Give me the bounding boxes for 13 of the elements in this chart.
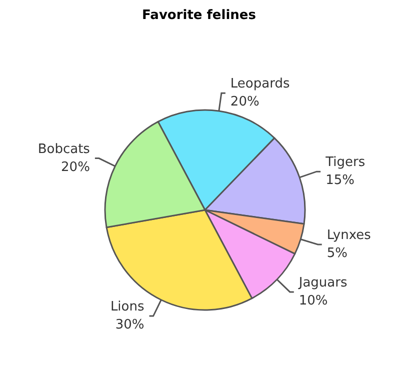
slice-label: Bobcats (38, 142, 90, 157)
slice-label: Lynxes (326, 228, 372, 243)
data-label: 20% (61, 160, 90, 175)
slice-label: Jaguars (298, 275, 348, 290)
data-label: 20% (230, 94, 260, 110)
data-label: 30% (115, 318, 144, 333)
chart-title: Favorite felines (142, 8, 256, 23)
slice-label: Tigers (324, 155, 366, 170)
slice-label: Lions (110, 300, 144, 315)
slice-label: Leopards (230, 76, 290, 92)
data-label: 10% (298, 293, 328, 308)
data-label: 15% (326, 173, 354, 188)
data-label: 5% (326, 246, 348, 261)
